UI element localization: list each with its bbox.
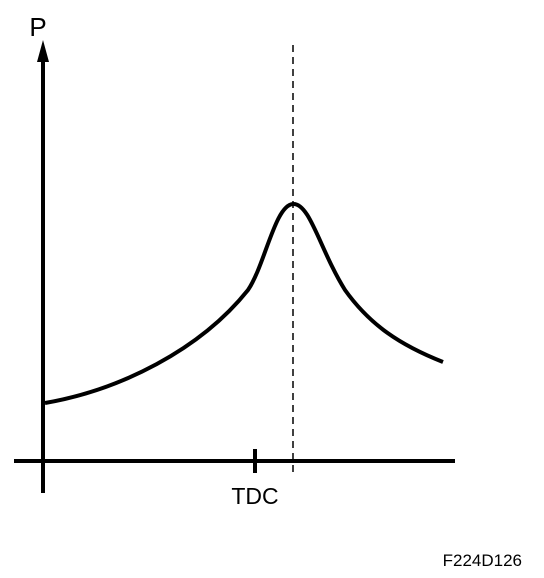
- figure-id: F224D126: [443, 551, 522, 570]
- y-axis-label: P: [29, 12, 46, 42]
- y-axis-arrow: [37, 40, 49, 62]
- tdc-label: TDC: [231, 483, 278, 509]
- pressure-curve: [44, 202, 444, 405]
